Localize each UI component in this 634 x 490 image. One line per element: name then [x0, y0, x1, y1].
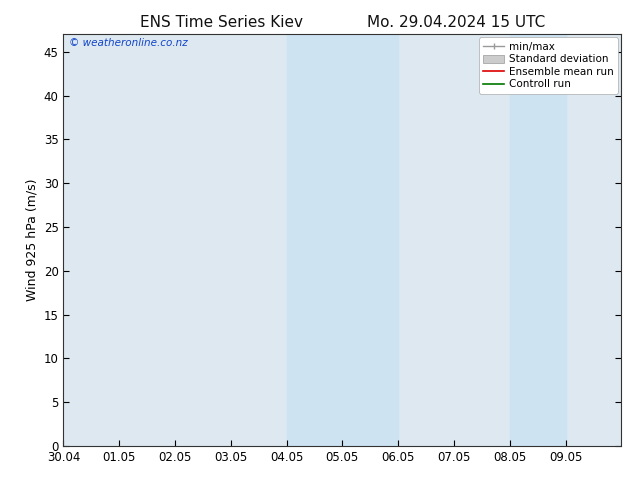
Bar — [342, 34, 398, 446]
Text: Mo. 29.04.2024 15 UTC: Mo. 29.04.2024 15 UTC — [367, 15, 546, 30]
Y-axis label: Wind 925 hPa (m/s): Wind 925 hPa (m/s) — [25, 179, 38, 301]
Bar — [287, 34, 342, 446]
Text: ENS Time Series Kiev: ENS Time Series Kiev — [140, 15, 304, 30]
Text: © weatheronline.co.nz: © weatheronline.co.nz — [69, 38, 188, 49]
Legend: min/max, Standard deviation, Ensemble mean run, Controll run: min/max, Standard deviation, Ensemble me… — [479, 37, 618, 94]
Bar — [510, 34, 566, 446]
